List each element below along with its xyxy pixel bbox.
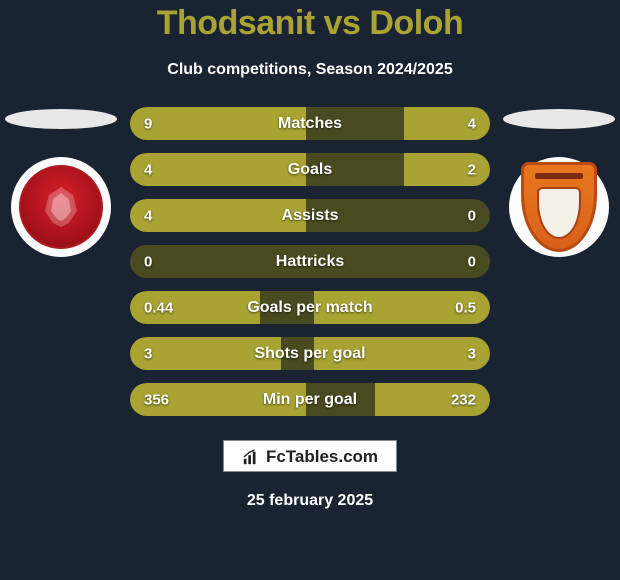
stat-row: 4 Goals 2 <box>130 153 490 186</box>
comparison-card: Thodsanit vs Doloh Club competitions, Se… <box>0 0 620 580</box>
bar-right-fill <box>404 107 490 140</box>
stat-value-left: 4 <box>144 207 152 224</box>
stat-row: 9 Matches 4 <box>130 107 490 140</box>
stat-label: Goals <box>288 161 332 179</box>
stat-row: 356 Min per goal 232 <box>130 383 490 416</box>
crest-banner-icon <box>529 171 589 181</box>
stat-value-right: 0 <box>468 253 476 270</box>
stat-label: Matches <box>278 115 342 133</box>
left-club-crest <box>11 157 111 257</box>
stats-column: 9 Matches 4 4 Goals 2 4 Assists 0 0 Hattricks 0 0.44… <box>130 107 490 416</box>
crest-red-badge <box>19 165 103 249</box>
brand-text: FcTables.com <box>266 447 378 467</box>
right-player-col <box>500 107 618 257</box>
stat-value-left: 0 <box>144 253 152 270</box>
right-club-crest <box>509 157 609 257</box>
player-silhouette-disc <box>503 109 615 129</box>
stat-label: Goals per match <box>247 299 372 317</box>
stat-row: 4 Assists 0 <box>130 199 490 232</box>
date-text: 25 february 2025 <box>247 492 373 510</box>
stat-value-right: 0 <box>468 207 476 224</box>
stat-label: Assists <box>282 207 339 225</box>
bar-left-fill <box>130 153 306 186</box>
player-silhouette-disc <box>5 109 117 129</box>
brand-box: FcTables.com <box>223 440 397 472</box>
stat-label: Shots per goal <box>254 345 365 363</box>
stat-value-right: 232 <box>451 391 476 408</box>
stat-value-left: 4 <box>144 161 152 178</box>
stat-value-right: 3 <box>468 345 476 362</box>
crest-inner-shield <box>537 187 581 239</box>
stat-value-left: 3 <box>144 345 152 362</box>
stat-label: Min per goal <box>263 391 357 409</box>
stat-value-right: 2 <box>468 161 476 178</box>
stat-row: 0 Hattricks 0 <box>130 245 490 278</box>
stat-value-left: 9 <box>144 115 152 132</box>
bar-left-fill <box>130 199 306 232</box>
brand-chart-icon <box>242 448 260 466</box>
crest-orange-badge <box>521 162 597 252</box>
subtitle: Club competitions, Season 2024/2025 <box>167 61 452 79</box>
main-area: 9 Matches 4 4 Goals 2 4 Assists 0 0 Hattricks 0 0.44… <box>0 107 620 416</box>
bar-right-fill <box>404 153 490 186</box>
stat-value-right: 0.5 <box>455 299 476 316</box>
stat-value-right: 4 <box>468 115 476 132</box>
stat-value-left: 356 <box>144 391 169 408</box>
page-title: Thodsanit vs Doloh <box>157 4 463 43</box>
crest-detail-icon <box>31 177 91 237</box>
stat-row: 3 Shots per goal 3 <box>130 337 490 370</box>
stat-label: Hattricks <box>276 253 344 271</box>
left-player-col <box>2 107 120 257</box>
stat-row: 0.44 Goals per match 0.5 <box>130 291 490 324</box>
stat-value-left: 0.44 <box>144 299 173 316</box>
